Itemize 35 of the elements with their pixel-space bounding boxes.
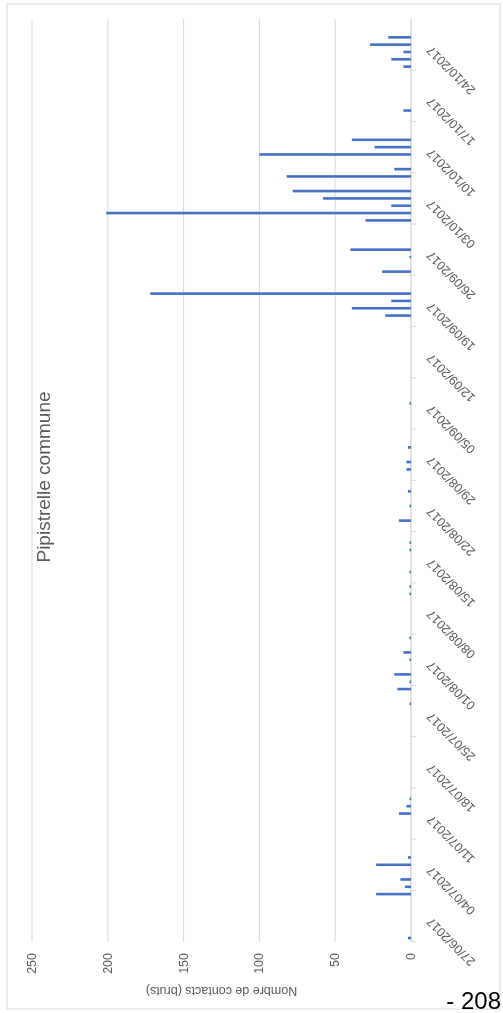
bar <box>407 856 411 859</box>
bar <box>259 153 411 156</box>
x-tick-label: 200 <box>100 952 115 974</box>
bar <box>385 314 411 317</box>
bar <box>406 468 411 471</box>
bar <box>404 885 411 889</box>
bar <box>351 306 411 310</box>
bar <box>407 446 411 449</box>
x-tick-label: 100 <box>252 952 267 974</box>
bar <box>398 812 411 815</box>
bar <box>382 270 411 273</box>
bar <box>403 651 411 654</box>
bar <box>323 197 411 200</box>
x-tick-label: 250 <box>25 952 39 974</box>
x-tick-label: 0 <box>404 952 418 960</box>
bar <box>407 490 411 493</box>
bar <box>370 43 411 46</box>
bar <box>394 673 411 676</box>
bar <box>406 804 411 808</box>
bar <box>403 109 411 112</box>
bar <box>150 292 411 295</box>
bar <box>400 878 411 881</box>
bar <box>286 175 411 178</box>
bar <box>350 248 411 251</box>
bar <box>398 519 411 522</box>
bar <box>365 219 411 222</box>
x-tick-label: 150 <box>176 952 191 974</box>
text: - 208 <box>446 987 501 1013</box>
text: Pipistrelle commune <box>32 391 54 563</box>
bar <box>388 36 411 39</box>
bar <box>391 204 411 208</box>
x-axis-title: Nombre de contacts (bruts) <box>145 984 298 998</box>
x-tick-label: 50 <box>328 952 343 967</box>
bar <box>391 57 411 61</box>
bar <box>403 65 411 68</box>
